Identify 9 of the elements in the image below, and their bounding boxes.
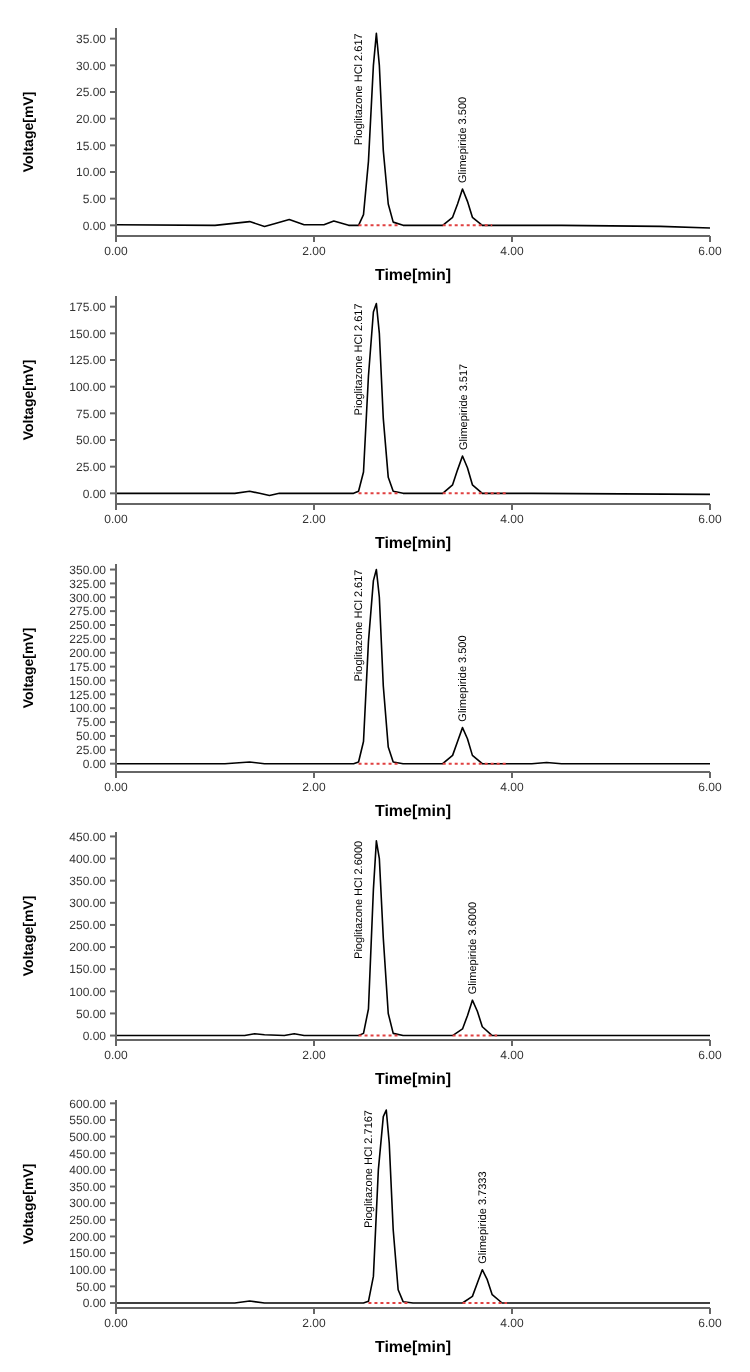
line-series (116, 302, 710, 497)
x-axis-title: Time[min] (374, 266, 452, 284)
x-axis-title: Time[min] (374, 534, 452, 552)
line-series (116, 568, 710, 765)
x-axis-title: Time[min] (374, 1338, 452, 1356)
x-axis-title: Time[min] (374, 802, 452, 820)
line-series (116, 32, 710, 229)
line-series (116, 1109, 710, 1304)
x-axis-title: Time[min] (374, 1070, 452, 1088)
